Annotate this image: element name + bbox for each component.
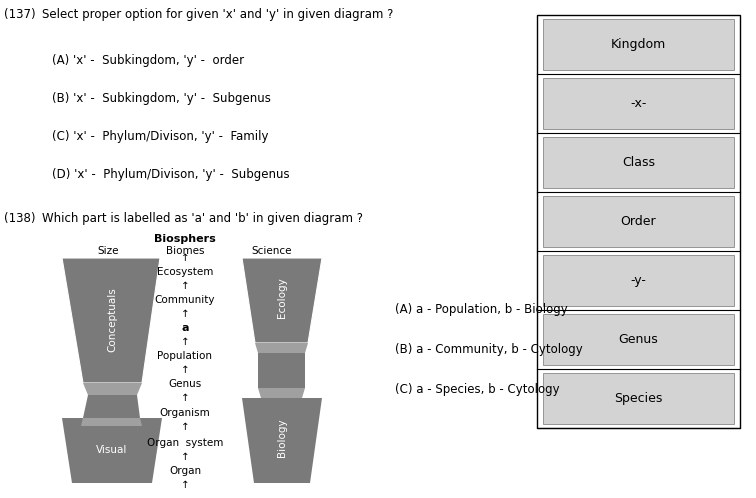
Text: (137): (137) bbox=[4, 8, 36, 21]
Text: ↑: ↑ bbox=[181, 365, 189, 375]
Text: ↑: ↑ bbox=[181, 422, 189, 432]
Text: ↑: ↑ bbox=[181, 281, 189, 291]
Text: (138): (138) bbox=[4, 212, 36, 225]
Polygon shape bbox=[255, 343, 308, 353]
Text: Population: Population bbox=[157, 351, 212, 361]
Text: (B) a - Community, b - Cytology: (B) a - Community, b - Cytology bbox=[395, 343, 583, 356]
Polygon shape bbox=[242, 398, 322, 483]
Text: Species: Species bbox=[615, 392, 663, 405]
Text: Which part is labelled as 'a' and 'b' in given diagram ?: Which part is labelled as 'a' and 'b' in… bbox=[42, 212, 363, 225]
Text: (A) a - Population, b - Biology: (A) a - Population, b - Biology bbox=[395, 303, 568, 316]
Polygon shape bbox=[83, 395, 140, 418]
Text: Science: Science bbox=[252, 246, 293, 256]
Bar bbox=[543, 255, 734, 306]
Text: ↑: ↑ bbox=[181, 393, 189, 403]
Text: Select proper option for given 'x' and 'y' in given diagram ?: Select proper option for given 'x' and '… bbox=[42, 8, 393, 21]
Bar bbox=[543, 78, 734, 129]
Text: Ecosystem: Ecosystem bbox=[156, 267, 213, 277]
Text: Class: Class bbox=[622, 156, 655, 169]
Text: Organ: Organ bbox=[169, 466, 201, 476]
Text: (C) a - Species, b - Cytology: (C) a - Species, b - Cytology bbox=[395, 383, 559, 396]
Text: (B) 'x' -  Subkingdom, 'y' -  Subgenus: (B) 'x' - Subkingdom, 'y' - Subgenus bbox=[52, 92, 271, 105]
Bar bbox=[543, 314, 734, 365]
Text: Order: Order bbox=[621, 215, 656, 228]
Text: Community: Community bbox=[155, 295, 215, 305]
Polygon shape bbox=[258, 388, 305, 398]
Text: ↑: ↑ bbox=[181, 480, 189, 490]
Text: Size: Size bbox=[98, 246, 119, 256]
Bar bbox=[543, 196, 734, 247]
Text: Ecology: Ecology bbox=[277, 277, 287, 318]
Polygon shape bbox=[83, 383, 142, 395]
Text: Biology: Biology bbox=[277, 419, 287, 457]
Text: (A) 'x' -  Subkingdom, 'y' -  order: (A) 'x' - Subkingdom, 'y' - order bbox=[52, 54, 244, 67]
Polygon shape bbox=[62, 418, 162, 483]
Polygon shape bbox=[62, 258, 160, 383]
Text: Biomes: Biomes bbox=[166, 246, 204, 256]
Text: -y-: -y- bbox=[631, 274, 646, 287]
Text: -x-: -x- bbox=[631, 97, 646, 110]
Text: (C) 'x' -  Phylum/Divison, 'y' -  Family: (C) 'x' - Phylum/Divison, 'y' - Family bbox=[52, 130, 268, 143]
Text: Biosphers: Biosphers bbox=[154, 234, 216, 244]
Text: ↑: ↑ bbox=[181, 309, 189, 319]
Polygon shape bbox=[258, 353, 305, 388]
Text: Genus: Genus bbox=[169, 379, 202, 389]
Text: Organ  system: Organ system bbox=[147, 438, 223, 448]
Text: (D) 'x' -  Phylum/Divison, 'y' -  Subgenus: (D) 'x' - Phylum/Divison, 'y' - Subgenus bbox=[52, 168, 290, 181]
Polygon shape bbox=[81, 418, 142, 426]
Text: Visual: Visual bbox=[96, 445, 128, 455]
Text: Organism: Organism bbox=[160, 408, 210, 418]
Polygon shape bbox=[242, 258, 322, 343]
Text: ↑: ↑ bbox=[181, 253, 189, 263]
Text: ↑: ↑ bbox=[181, 452, 189, 462]
Bar bbox=[537, 15, 740, 428]
Bar bbox=[543, 373, 734, 424]
Text: a: a bbox=[181, 323, 189, 333]
Bar bbox=[543, 19, 734, 70]
Text: Conceptuals: Conceptuals bbox=[107, 288, 117, 353]
Text: Genus: Genus bbox=[618, 333, 658, 346]
Bar bbox=[543, 137, 734, 188]
Text: ↑: ↑ bbox=[181, 337, 189, 347]
Text: Kingdom: Kingdom bbox=[611, 38, 666, 51]
